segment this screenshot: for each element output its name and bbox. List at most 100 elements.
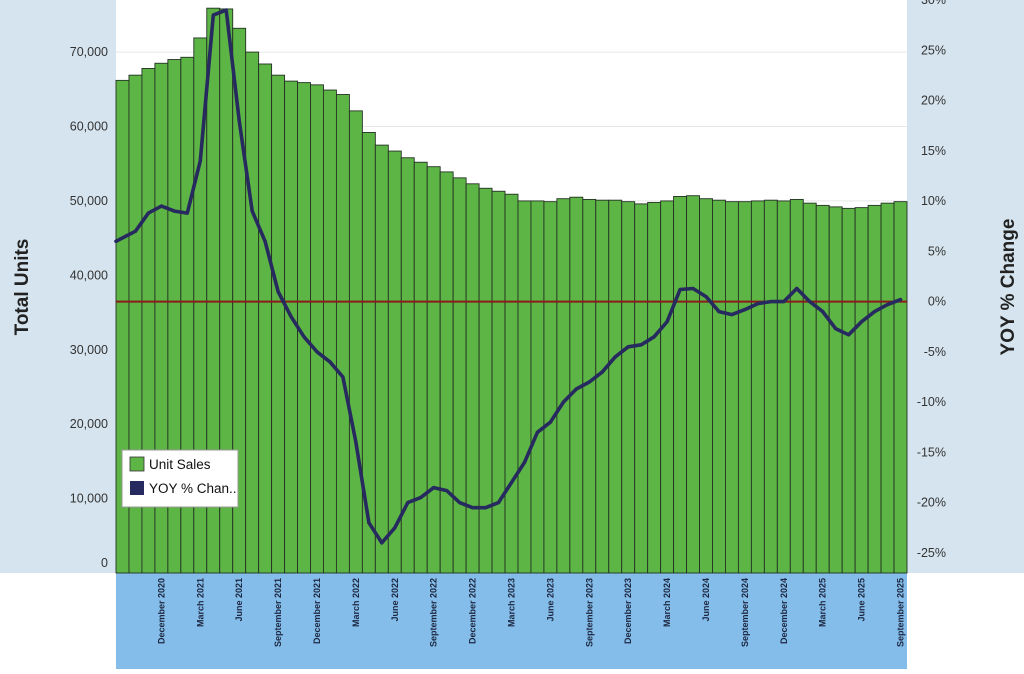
legend-swatch-unit-sales	[129, 456, 145, 472]
bar	[439, 171, 454, 574]
bar	[465, 183, 480, 574]
bar	[426, 166, 441, 574]
bar	[660, 200, 675, 574]
y-tick-label: 30,000	[70, 343, 108, 357]
y2-tick-label: -25%	[917, 546, 946, 560]
y2-axis-title: YOY % Change	[998, 219, 1019, 356]
line-point	[795, 286, 799, 291]
line-point	[574, 387, 578, 391]
y2-tick-label: 25%	[921, 43, 946, 57]
legend-swatch-yoy	[130, 481, 144, 495]
y2-tick-label: 5%	[928, 244, 946, 258]
y-tick-label: 20,000	[70, 417, 108, 431]
x-tick-label: September 2022	[429, 578, 439, 647]
line-point	[782, 299, 786, 304]
bar	[374, 144, 389, 574]
line-point	[769, 299, 773, 304]
line-point	[354, 440, 358, 444]
x-tick-label: March 2025	[818, 578, 828, 627]
line-point	[561, 400, 565, 404]
line-point	[367, 521, 371, 525]
line-point	[393, 526, 397, 530]
line-point	[114, 239, 118, 243]
x-tick-label: June 2023	[545, 578, 555, 622]
bar	[491, 190, 506, 574]
bar	[776, 200, 791, 574]
line-point	[898, 297, 903, 302]
x-tick-label: June 2024	[701, 578, 711, 622]
x-tick-label: December 2022	[468, 578, 478, 644]
bar	[517, 200, 532, 574]
bar	[556, 198, 571, 574]
bar	[621, 201, 636, 574]
bar	[323, 89, 337, 574]
line-point	[821, 310, 825, 314]
line-point	[470, 506, 475, 510]
bar	[712, 199, 726, 574]
bar	[699, 198, 713, 574]
bar	[387, 150, 402, 574]
line-point	[808, 299, 812, 304]
x-tick-label: September 2025	[896, 578, 906, 647]
bar	[413, 161, 428, 574]
line-point	[458, 501, 462, 505]
bar	[245, 51, 260, 574]
bar	[686, 195, 700, 574]
y-tick-label: 40,000	[70, 268, 108, 282]
left-axis-panel	[0, 0, 116, 573]
y2-tick-label: -5%	[924, 345, 946, 359]
line-point	[289, 315, 293, 319]
y2-tick-label: -20%	[917, 496, 946, 510]
line-point	[237, 119, 241, 123]
y2-tick-label: 30%	[921, 0, 946, 7]
right-axis-panel	[907, 0, 1024, 573]
y2-tick-label: 15%	[921, 144, 946, 158]
x-tick-label: June 2021	[234, 578, 244, 622]
legend: Unit Sales YOY % Chan..	[121, 449, 239, 508]
bar	[361, 132, 376, 574]
x-tick-label: September 2024	[740, 578, 750, 647]
line-series	[114, 8, 903, 545]
bar	[737, 201, 752, 574]
line-point	[276, 289, 280, 294]
y-tick-label: 10,000	[70, 492, 108, 506]
line-point	[613, 355, 617, 359]
bar	[763, 199, 778, 574]
line-point	[341, 375, 345, 379]
line-point	[834, 327, 838, 331]
line-point	[522, 460, 527, 465]
line-point	[315, 350, 319, 354]
line-point	[847, 333, 851, 337]
bar	[750, 200, 765, 574]
line-point	[730, 313, 734, 317]
line-point	[860, 320, 864, 324]
line-point	[548, 420, 553, 424]
bar	[725, 201, 739, 574]
bar	[867, 204, 882, 574]
bar	[452, 177, 467, 574]
x-tick-label: June 2025	[857, 578, 867, 622]
bar	[478, 187, 493, 574]
x-tick-label: March 2022	[351, 578, 361, 627]
legend-label-unit-sales: Unit Sales	[149, 457, 211, 472]
line-point	[872, 310, 877, 314]
bar	[595, 199, 610, 574]
bar	[348, 110, 363, 574]
y2-tick-label: 10%	[921, 194, 946, 208]
legend-label-yoy: YOY % Chan..	[149, 481, 237, 496]
bar	[673, 196, 688, 574]
y2-tick-label: 0%	[928, 295, 946, 309]
line-point	[535, 430, 540, 434]
bar	[802, 202, 817, 574]
bar	[335, 94, 350, 574]
bar	[310, 84, 324, 574]
line-point	[743, 308, 747, 312]
line-point	[626, 345, 630, 349]
line-point	[250, 209, 254, 213]
line-point	[406, 501, 410, 505]
x-tick-label: December 2024	[779, 578, 789, 644]
bar	[634, 203, 649, 574]
line-point	[328, 360, 332, 364]
x-tick-label: June 2022	[390, 578, 400, 622]
bar	[893, 201, 908, 574]
